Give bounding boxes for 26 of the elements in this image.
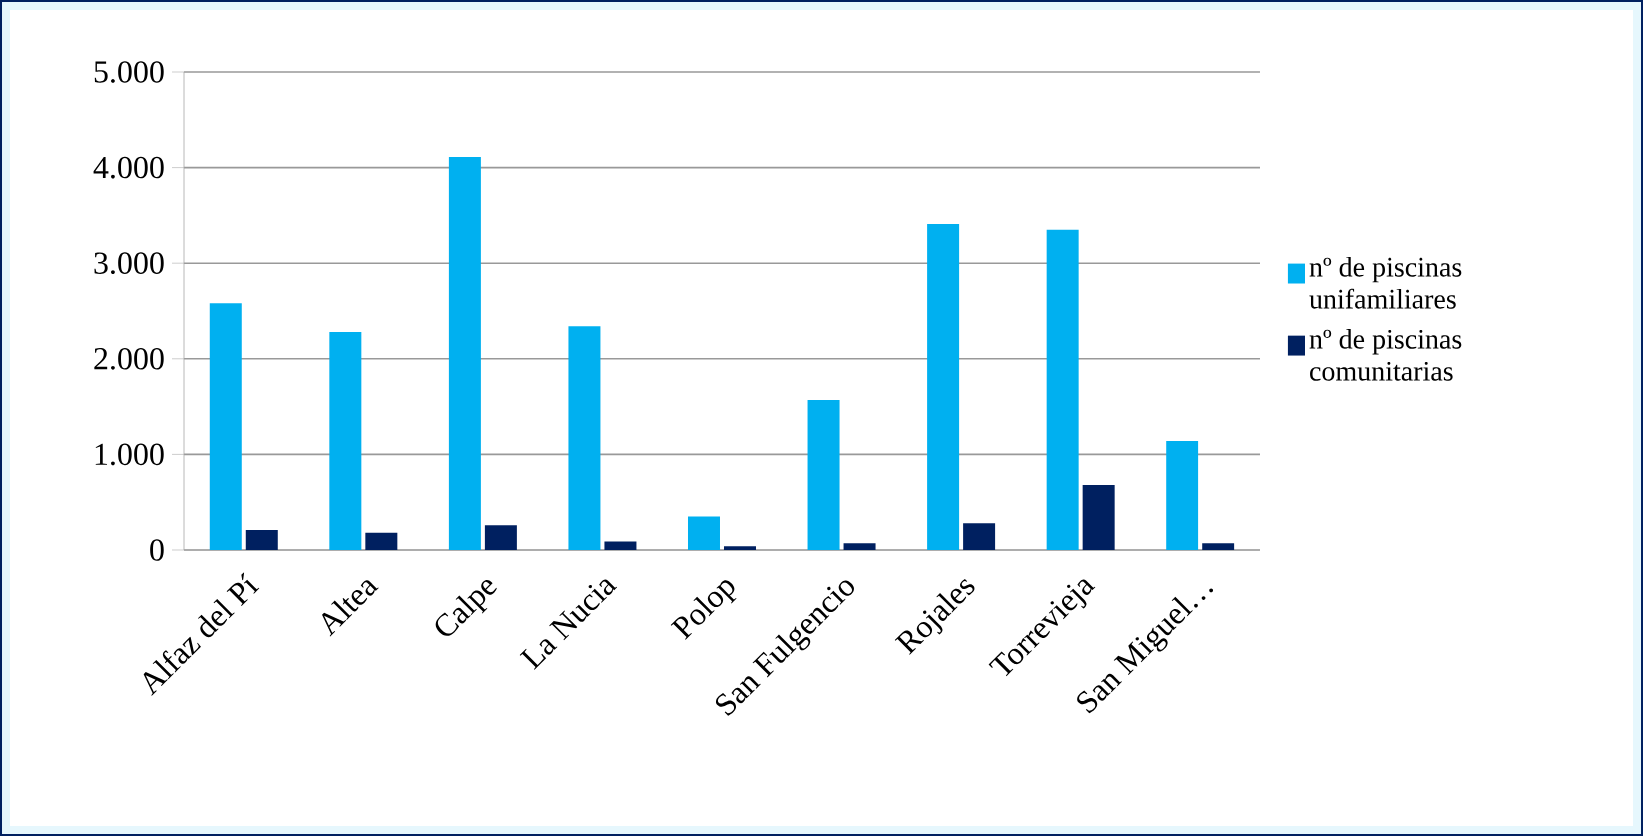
- bar: [1046, 229, 1079, 550]
- bar: [604, 541, 637, 550]
- bar: [1166, 441, 1199, 550]
- bar: [568, 326, 601, 550]
- bar: [687, 516, 720, 550]
- y-tick-label: 1.000: [95, 443, 164, 466]
- bar: [807, 399, 840, 550]
- y-tick-label: 4.000: [93, 156, 164, 179]
- bar: [245, 529, 278, 550]
- legend-label: nº de piscinas comunitarias: [1309, 328, 1462, 381]
- bar: [963, 523, 996, 550]
- bar: [484, 525, 517, 550]
- bar: [724, 546, 756, 550]
- y-tick-label: 5.000: [94, 61, 164, 83]
- bar: [927, 224, 960, 550]
- bar: [1202, 543, 1235, 550]
- bar: [365, 532, 398, 550]
- bar: [329, 332, 362, 550]
- legend-label: nº de piscinas unifamiliares: [1309, 256, 1462, 309]
- bar: [209, 303, 242, 550]
- bar: [448, 157, 481, 550]
- y-tick-label: 0: [150, 539, 164, 561]
- y-tick-label: 2.000: [94, 347, 164, 370]
- bar: [843, 543, 876, 550]
- bar: [1082, 484, 1115, 550]
- y-tick-label: 3.000: [94, 252, 164, 275]
